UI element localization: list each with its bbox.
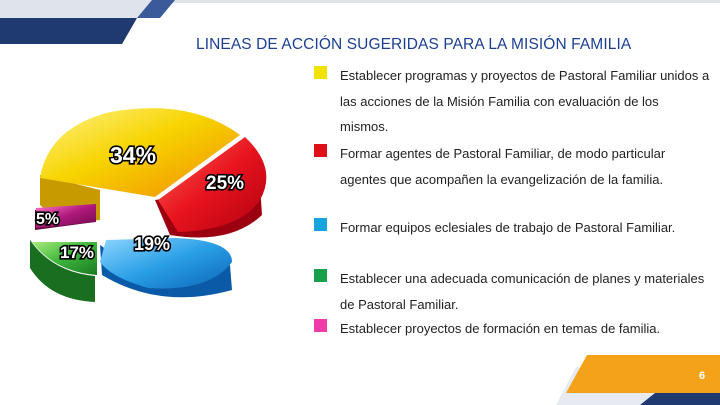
legend-item: Establecer proyectos de formación en tem… bbox=[314, 316, 714, 342]
slice-green bbox=[32, 242, 97, 275]
slice-blue bbox=[100, 238, 232, 289]
slice-label: 17% bbox=[60, 243, 94, 262]
slice-magenta bbox=[36, 204, 96, 228]
legend-item: Formar equipos eclesiales de trabajo de … bbox=[314, 215, 714, 266]
legend-swatch bbox=[314, 319, 327, 332]
legend-swatch bbox=[314, 218, 327, 231]
legend-item: Establecer una adecuada comunicación de … bbox=[314, 266, 714, 316]
legend-swatch bbox=[314, 269, 327, 282]
slice-side-blue bbox=[100, 245, 232, 298]
legend-swatch bbox=[314, 66, 327, 79]
legend-text: Establecer proyectos de formación en tem… bbox=[340, 321, 661, 336]
legend-text: Establecer una adecuada comunicación de … bbox=[340, 271, 705, 312]
slide-title: LINEAS DE ACCIÓN SUGERIDAS PARA LA MISIÓ… bbox=[196, 36, 632, 53]
legend-text: Formar agentes de Pastoral Familiar, de … bbox=[340, 146, 666, 187]
page-number: 6 bbox=[698, 370, 706, 382]
slice-label: 19% bbox=[134, 234, 170, 254]
slice-label: 34% bbox=[110, 142, 156, 168]
slice-label: 25% bbox=[206, 173, 244, 194]
legend-item: Formar agentes de Pastoral Familiar, de … bbox=[314, 141, 714, 215]
slice-yellow bbox=[40, 108, 240, 197]
legend-swatch bbox=[314, 144, 327, 157]
legend-item: Establecer programas y proyectos de Past… bbox=[314, 63, 714, 141]
slice-red bbox=[158, 137, 267, 232]
slice-side-green bbox=[30, 240, 95, 302]
top-decoration bbox=[0, 0, 720, 44]
legend-text: Formar equipos eclesiales de trabajo de … bbox=[340, 220, 676, 235]
slice-label: 5% bbox=[36, 211, 59, 228]
legend-text: Establecer programas y proyectos de Past… bbox=[340, 68, 710, 134]
bottom-decoration bbox=[556, 355, 720, 405]
